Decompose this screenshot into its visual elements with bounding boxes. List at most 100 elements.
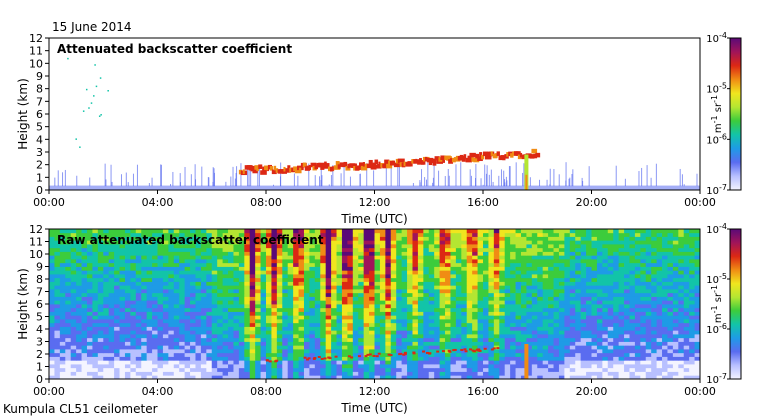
noise-cell bbox=[276, 262, 283, 267]
noise-cell bbox=[624, 337, 630, 342]
noise-cell bbox=[217, 364, 223, 369]
noise-cell bbox=[119, 247, 126, 252]
noise-cell bbox=[624, 277, 630, 282]
noise-cell bbox=[358, 289, 365, 294]
noise-cell bbox=[49, 262, 55, 267]
noise-cell bbox=[510, 334, 516, 339]
noise-cell bbox=[157, 337, 164, 342]
noise-cell bbox=[450, 240, 457, 245]
noise-cell bbox=[293, 281, 299, 286]
scatter-point bbox=[100, 114, 102, 116]
noise-cell bbox=[651, 296, 657, 301]
noise-cell bbox=[667, 274, 674, 279]
noise-cell bbox=[466, 367, 473, 372]
noise-cell bbox=[244, 337, 251, 342]
noise-cell bbox=[423, 251, 430, 256]
noise-cell bbox=[157, 345, 164, 350]
noise-cell bbox=[553, 270, 560, 275]
noise-cell bbox=[607, 326, 614, 331]
noise-cell bbox=[564, 289, 571, 294]
noise-cell bbox=[266, 356, 272, 361]
noise-cell bbox=[228, 322, 234, 327]
noise-cell bbox=[553, 371, 560, 376]
noise-cell bbox=[65, 240, 72, 245]
noise-cell bbox=[569, 341, 576, 346]
noise-cell bbox=[271, 352, 278, 357]
noise-cell bbox=[499, 307, 506, 312]
noise-cell bbox=[276, 334, 283, 339]
noise-cell bbox=[558, 349, 565, 354]
noise-cell bbox=[331, 296, 337, 301]
noise-cell bbox=[379, 304, 386, 309]
noise-cell bbox=[520, 251, 527, 256]
noise-cell bbox=[179, 371, 186, 376]
noise-cell bbox=[238, 274, 245, 279]
noise-cell bbox=[168, 274, 175, 279]
noise-cell bbox=[634, 300, 641, 305]
noise-cell bbox=[662, 266, 668, 271]
noise-cell bbox=[591, 266, 598, 271]
noise-cell bbox=[417, 304, 424, 309]
noise-cell bbox=[233, 289, 240, 294]
noise-cell bbox=[412, 292, 419, 297]
noise-cell bbox=[396, 337, 403, 342]
noise-cell bbox=[683, 285, 690, 290]
noise-cell bbox=[54, 232, 61, 237]
noise-cell bbox=[477, 371, 484, 376]
noise-cell bbox=[374, 334, 381, 339]
noise-cell bbox=[92, 341, 99, 346]
noise-cell bbox=[81, 244, 88, 249]
cloud-cell bbox=[333, 165, 341, 170]
noise-cell bbox=[390, 304, 397, 309]
noise-cell bbox=[347, 319, 354, 324]
noise-cell bbox=[379, 266, 386, 271]
noise-cell bbox=[417, 296, 424, 301]
noise-cell bbox=[678, 367, 685, 372]
noise-cell bbox=[244, 255, 251, 260]
noise-cell bbox=[369, 371, 375, 376]
noise-cell bbox=[385, 315, 392, 320]
noise-cell bbox=[624, 270, 630, 275]
noise-cell bbox=[396, 289, 403, 294]
noise-cell bbox=[624, 345, 630, 350]
noise-cell bbox=[276, 307, 283, 312]
noise-cell bbox=[515, 255, 522, 260]
noise-cell bbox=[591, 337, 598, 342]
noise-cell bbox=[412, 304, 419, 309]
noise-cell bbox=[76, 251, 82, 256]
noise-cell bbox=[466, 247, 473, 252]
noise-cell bbox=[379, 270, 386, 275]
noise-cell bbox=[510, 266, 516, 271]
noise-cell bbox=[233, 266, 240, 271]
noise-cell bbox=[347, 289, 354, 294]
noise-cell bbox=[602, 281, 609, 286]
noise-cell bbox=[266, 259, 272, 264]
noise-cell bbox=[347, 296, 354, 301]
noise-cell bbox=[466, 360, 473, 365]
noise-cell bbox=[607, 289, 614, 294]
noise-cell bbox=[662, 289, 668, 294]
noise-cell bbox=[618, 345, 625, 350]
noise-cell bbox=[678, 262, 685, 267]
noise-cell bbox=[483, 300, 489, 305]
noise-cell bbox=[434, 345, 440, 350]
noise-cell bbox=[558, 311, 565, 316]
noise-cell bbox=[407, 360, 413, 365]
noise-cell bbox=[683, 274, 690, 279]
noise-cell bbox=[157, 300, 164, 305]
noise-cell bbox=[510, 289, 516, 294]
noise-cell bbox=[233, 360, 240, 365]
noise-cell bbox=[662, 352, 668, 357]
noise-cell bbox=[124, 259, 131, 264]
noise-cell bbox=[162, 247, 169, 252]
noise-cell bbox=[651, 240, 657, 245]
noise-cell bbox=[81, 266, 88, 271]
noise-cell bbox=[683, 334, 690, 339]
noise-cell bbox=[662, 307, 668, 312]
noise-cell bbox=[293, 274, 299, 279]
noise-cell bbox=[396, 270, 403, 275]
noise-cell bbox=[303, 270, 310, 275]
noise-cell bbox=[488, 304, 495, 309]
noise-cell bbox=[662, 274, 668, 279]
cloud-cell bbox=[411, 158, 415, 164]
